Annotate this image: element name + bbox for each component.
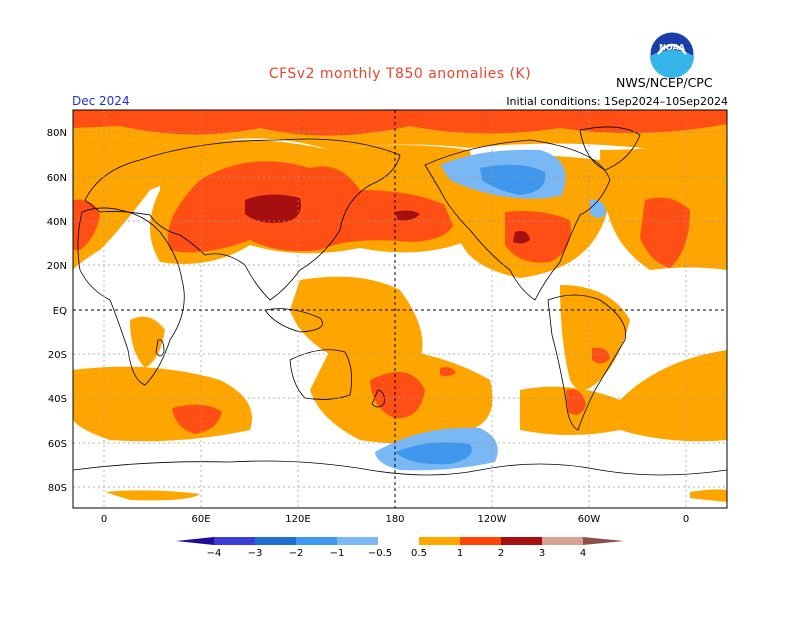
legend-swatch <box>460 537 501 545</box>
legend-arrow-low <box>176 537 214 545</box>
legend-tick-label: 4 <box>580 548 586 559</box>
anomaly-region-southern-ocean-cold <box>395 442 472 465</box>
lon-label: 120E <box>285 514 310 525</box>
coastline-north-america <box>424 139 611 301</box>
coastline-antarctica <box>73 460 727 508</box>
coastline-new-zealand <box>371 389 385 408</box>
anomaly-region-antarctic-east <box>690 489 727 502</box>
anomaly-region-south-atlantic <box>520 350 727 442</box>
anomaly-region-asia-warm <box>168 161 456 253</box>
coastline-south-america <box>547 294 627 431</box>
agency-label: NWS/NCEP/CPC <box>616 75 713 90</box>
legend-tick-label: −2 <box>289 548 304 559</box>
lat-label: 60S <box>48 439 67 450</box>
legend-tick-label: −3 <box>248 548 263 559</box>
anomaly-region-indian-ocean-warm <box>172 404 222 434</box>
legend-swatch <box>501 537 542 545</box>
lat-label: 80N <box>47 128 67 139</box>
anomaly-region-pacific-hot <box>395 210 420 221</box>
legend-swatch <box>296 537 337 545</box>
map-title: CFSv2 monthly T850 anomalies (K) <box>268 66 532 82</box>
anomaly-region-eurasia <box>73 137 186 270</box>
color-legend: −4 −3 −2 −1 −0.5 0.5 1 2 3 4 <box>176 537 624 559</box>
anomaly-region-antarctic-west <box>105 490 200 501</box>
legend-tick-label: −1 <box>330 548 345 559</box>
anomaly-region-south-america-warm <box>592 347 610 364</box>
coastline-australia <box>289 349 353 400</box>
coastline-eurasia <box>84 138 401 301</box>
anomaly-region-arctic-strong <box>73 110 727 136</box>
anomaly-region-usa-hot <box>513 231 530 244</box>
legend-swatch <box>337 537 378 545</box>
anomaly-region-south-pacific-warm <box>370 372 425 419</box>
lat-label: 60N <box>47 173 67 184</box>
legend-swatch <box>419 537 460 545</box>
coastline-madagascar <box>155 339 165 357</box>
anomaly-region-south-pacific-spot <box>440 367 456 377</box>
lat-labels: 80N 60N 40N 20N EQ 20S 40S 60S 80S <box>47 128 67 494</box>
lat-label: 80S <box>48 483 67 494</box>
anomaly-region-canada-cold <box>480 164 546 195</box>
lon-label: 60W <box>578 514 601 525</box>
coastline-africa <box>77 207 185 386</box>
legend-tick-label: 1 <box>457 548 463 559</box>
lat-label: 40S <box>48 394 67 405</box>
anomaly-region-south-america <box>560 285 630 390</box>
legend-tick-label: 0.5 <box>411 548 427 559</box>
anomaly-region-west-pacific <box>290 276 423 360</box>
lat-label: 20N <box>47 261 67 272</box>
legend-tick-label: 2 <box>498 548 504 559</box>
initial-conditions: Initial conditions: 1Sep2024–10Sep2024 <box>506 95 728 108</box>
noaa-logo: NOAA <box>648 30 696 82</box>
legend-tick-label: −4 <box>207 548 222 559</box>
lat-label: 20S <box>48 350 67 361</box>
lon-label: 0 <box>101 514 107 525</box>
lat-label: 40N <box>47 217 67 228</box>
anomaly-region-europe-west-warm <box>73 199 100 250</box>
graticule <box>73 110 727 508</box>
lon-label: 60E <box>191 514 210 525</box>
lat-label: EQ <box>53 306 67 317</box>
forecast-month: Dec 2024 <box>72 94 130 108</box>
anomaly-region-atlantic-cool <box>590 199 606 218</box>
anomaly-region-africa <box>130 316 165 368</box>
legend-swatch <box>378 537 419 545</box>
coastlines <box>73 126 727 508</box>
anomaly-region-argentina-warm <box>566 389 586 415</box>
legend-tick-label: −0.5 <box>368 548 392 559</box>
legend-swatch <box>542 537 583 545</box>
lon-labels: 0 60E 120E 180 120W 60W 0 <box>101 514 689 525</box>
legend-arrow-high <box>583 537 624 545</box>
lon-label: 0 <box>683 514 689 525</box>
anomaly-region-europe-warm <box>640 197 690 268</box>
legend-swatch <box>255 537 296 545</box>
anomaly-region-usa-warm <box>505 211 571 263</box>
lon-label: 120W <box>478 514 507 525</box>
anomaly-field <box>73 110 727 508</box>
logo-text: NOAA <box>659 43 685 52</box>
legend-swatch <box>214 537 255 545</box>
legend-tick-label: 3 <box>539 548 545 559</box>
anomaly-region-asia-hot <box>245 194 301 223</box>
map-frame <box>72 109 728 509</box>
lon-label: 180 <box>385 514 404 525</box>
